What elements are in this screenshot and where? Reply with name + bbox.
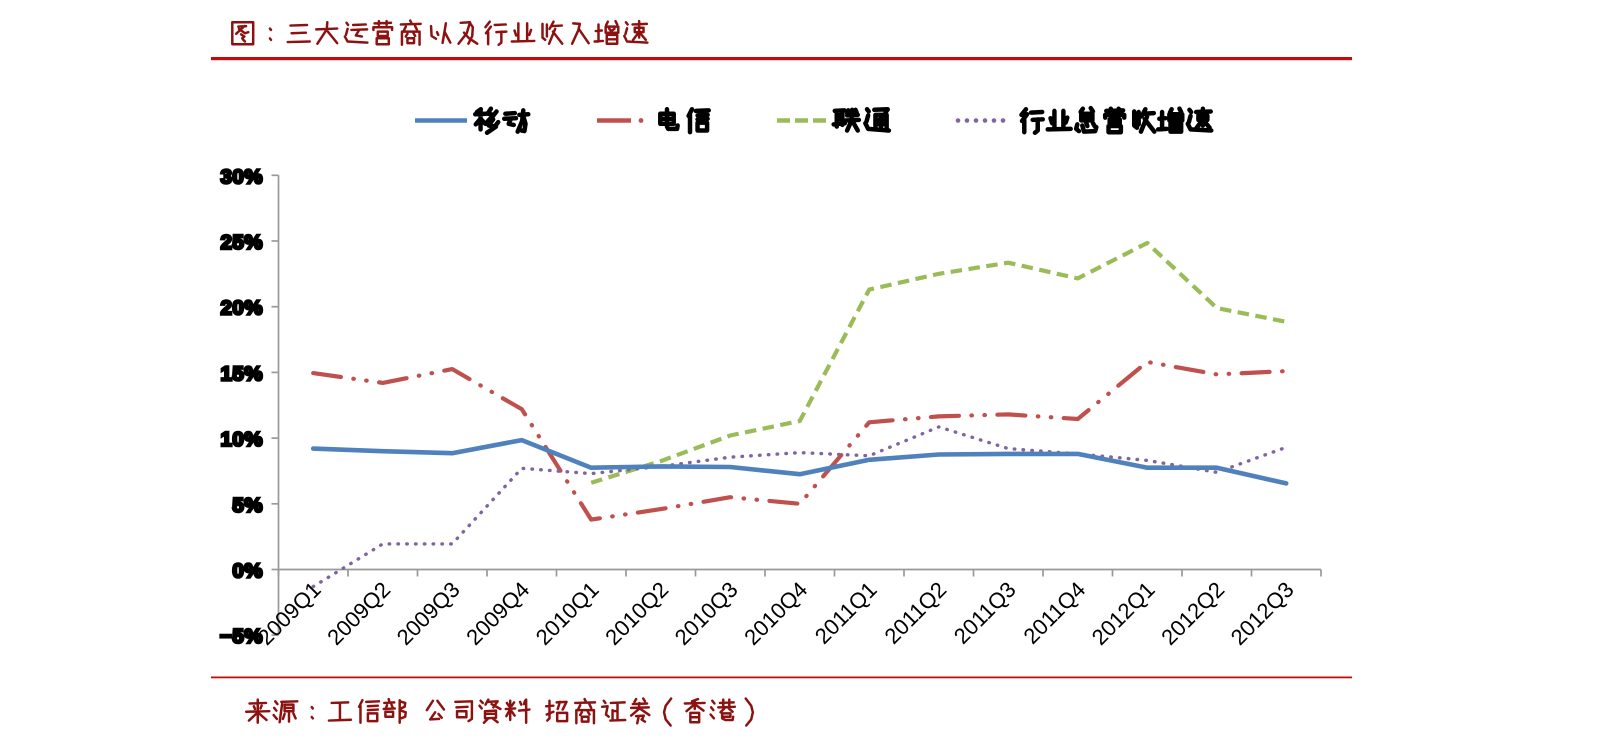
svg-text:5%: 5% — [232, 494, 263, 517]
svg-text:20%: 20% — [220, 297, 263, 320]
svg-text:30%: 30% — [220, 165, 263, 188]
svg-text:10%: 10% — [220, 428, 263, 451]
svg-text:25%: 25% — [220, 231, 263, 254]
svg-text:−5%: −5% — [220, 625, 263, 648]
svg-text:0%: 0% — [232, 560, 263, 583]
svg-text:15%: 15% — [220, 362, 263, 385]
